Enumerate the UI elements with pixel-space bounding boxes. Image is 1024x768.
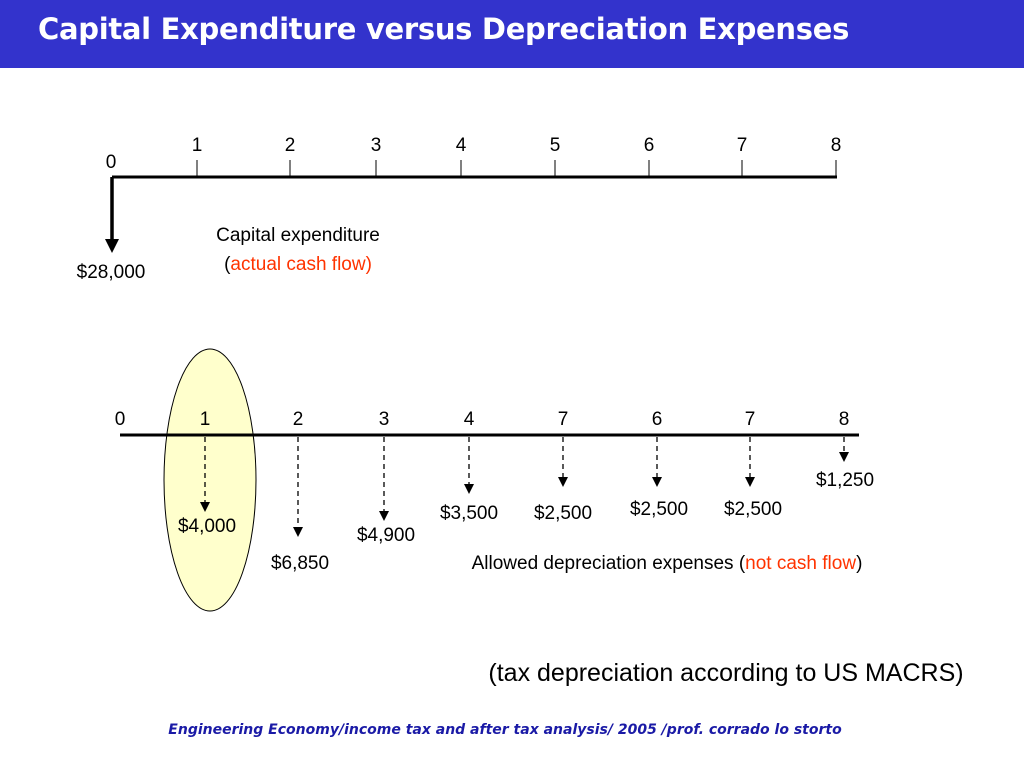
capital-tick-label-0: 0 [106, 152, 117, 173]
depr-caption-red: not cash flow [745, 553, 856, 574]
depr-caption-prefix: Allowed depreciation expenses ( [472, 553, 746, 574]
capital-tick-label-1: 1 [192, 135, 203, 156]
depr-tick-label-1: 1 [200, 409, 211, 430]
depr-arrowhead-5 [558, 477, 568, 487]
depr-arrowhead-3 [379, 511, 389, 521]
depr-tick-label-8: 8 [839, 409, 850, 430]
depr-arrowhead-7 [745, 477, 755, 487]
depr-amount-2: $6,850 [271, 553, 329, 574]
capital-tick-label-2: 2 [285, 135, 296, 156]
depr-tick-label-7: 7 [745, 409, 756, 430]
capital-caption-open: ( [224, 254, 231, 275]
depr-tick-label-0: 0 [115, 409, 126, 430]
depr-amount-8: $1,250 [816, 470, 874, 491]
depr-caption: Allowed depreciation expenses (not cash … [472, 553, 863, 574]
capital-tick-label-5: 5 [550, 135, 561, 156]
depr-tick-label-3: 3 [379, 409, 390, 430]
depr-tick-label-5: 7 [558, 409, 569, 430]
capital-tick-label-4: 4 [456, 135, 467, 156]
capital-timeline: 0 1 2 3 4 5 6 7 8 $28,000 Capital expend… [77, 135, 842, 283]
cash-flow-diagram: 0 1 2 3 4 5 6 7 8 $28,000 Capital expend… [77, 135, 964, 687]
depr-arrowhead-8 [839, 452, 849, 462]
depr-arrowhead-6 [652, 477, 662, 487]
depr-arrowhead-2 [293, 527, 303, 537]
depr-amount-3: $4,900 [357, 525, 415, 546]
year1-highlight-ellipse [163, 348, 257, 612]
capital-amount: $28,000 [77, 262, 146, 283]
depr-arrowhead-4 [464, 484, 474, 494]
capital-tick-label-8: 8 [831, 135, 842, 156]
title-bar: Capital Expenditure versus Depreciation … [0, 0, 1024, 68]
capital-tick-label-7: 7 [737, 135, 748, 156]
depr-amount-1: $4,000 [178, 516, 236, 537]
depr-amount-6: $2,500 [630, 499, 688, 520]
depr-caption-suffix: ) [856, 553, 862, 574]
capital-caption-red: actual cash flow) [230, 254, 372, 275]
macrs-note: (tax depreciation according to US MACRS) [488, 659, 963, 687]
depr-amount-4: $3,500 [440, 503, 498, 524]
capital-tick-label-3: 3 [371, 135, 382, 156]
depreciation-timeline: 0 1 2 3 4 7 6 7 8 $4,000 [115, 348, 874, 612]
capital-caption-line1: Capital expenditure [216, 225, 380, 246]
capital-tick-label-6: 6 [644, 135, 655, 156]
depr-arrowhead-1 [200, 502, 210, 512]
depr-amount-7: $2,500 [724, 499, 782, 520]
footer-credit: Engineering Economy/income tax and after… [168, 722, 842, 738]
slide-title: Capital Expenditure versus Depreciation … [38, 12, 850, 46]
capital-caption-line2: (actual cash flow) [224, 254, 372, 275]
depr-tick-label-4: 4 [464, 409, 475, 430]
depr-tick-label-2: 2 [293, 409, 304, 430]
depr-amount-5: $2,500 [534, 503, 592, 524]
depr-tick-label-6: 6 [652, 409, 663, 430]
